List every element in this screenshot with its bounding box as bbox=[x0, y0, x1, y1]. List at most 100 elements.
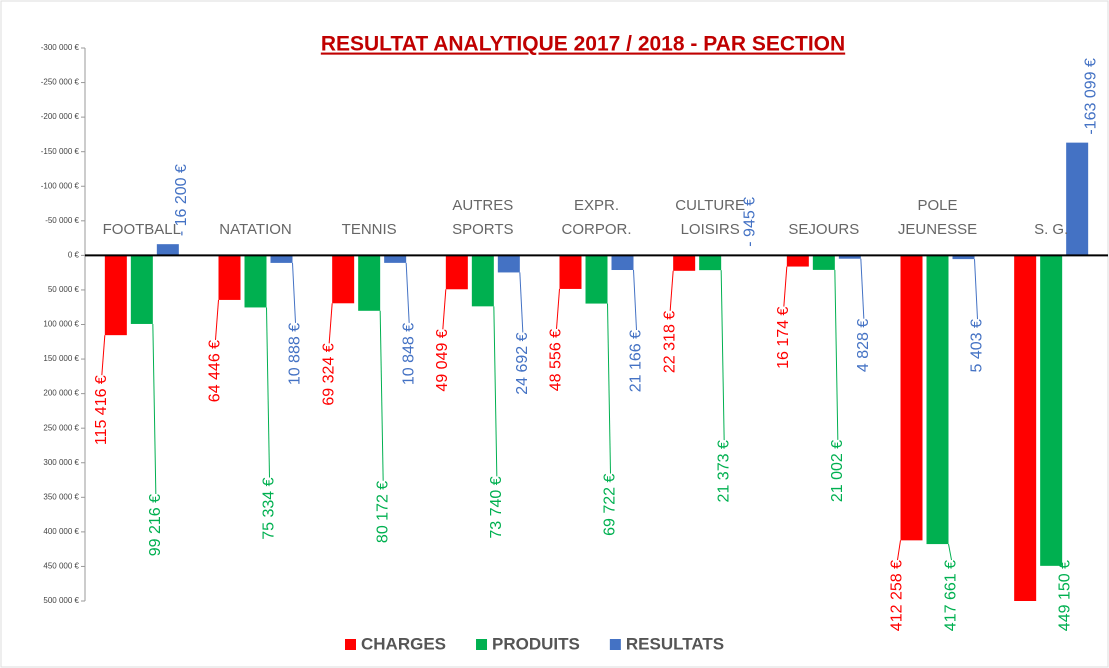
data-label: - 945 € bbox=[741, 197, 758, 247]
data-label: 412 258 € bbox=[889, 560, 906, 631]
bar bbox=[585, 255, 608, 304]
leader-line bbox=[897, 540, 901, 561]
bar bbox=[332, 255, 355, 304]
leader-line bbox=[266, 307, 270, 478]
data-label: 10 848 € bbox=[400, 323, 417, 385]
data-label: -163 099 € bbox=[1082, 58, 1099, 135]
y-tick-label: -100 000 € bbox=[41, 181, 80, 190]
bar bbox=[1040, 255, 1063, 566]
bar bbox=[611, 255, 634, 271]
data-label: 99 216 € bbox=[147, 494, 164, 556]
y-tick-label: -50 000 € bbox=[45, 216, 79, 225]
bar bbox=[244, 255, 267, 308]
x-tick-label: EXPR. CORPOR. bbox=[561, 197, 631, 238]
bar bbox=[699, 255, 722, 271]
y-tick-label: 200 000 € bbox=[43, 389, 79, 398]
legend-swatch bbox=[609, 639, 621, 650]
leader-line bbox=[720, 270, 725, 441]
x-tick-label: SEJOURS bbox=[788, 221, 859, 238]
plot bbox=[104, 142, 1089, 601]
bar bbox=[218, 255, 241, 300]
bar bbox=[838, 255, 861, 259]
data-label: 22 318 € bbox=[661, 311, 678, 373]
bar bbox=[156, 244, 179, 256]
data-label: 24 692 € bbox=[514, 332, 531, 394]
leader-line bbox=[633, 269, 637, 331]
leader-line bbox=[669, 270, 674, 311]
leader-line bbox=[974, 259, 978, 320]
data-label: 73 740 € bbox=[488, 476, 505, 538]
data-label: - 16 200 € bbox=[173, 164, 190, 236]
data-label: 5 403 € bbox=[969, 319, 986, 372]
leader-line bbox=[292, 262, 296, 323]
leader-line bbox=[101, 335, 106, 376]
data-label: 16 174 € bbox=[775, 306, 792, 368]
bar bbox=[812, 255, 835, 270]
y-tick-label: -200 000 € bbox=[41, 112, 80, 121]
x-tick-label: AUTRES SPORTS bbox=[452, 197, 513, 238]
data-label: 417 661 € bbox=[943, 560, 960, 631]
bar bbox=[786, 255, 809, 267]
leader-line bbox=[948, 543, 952, 561]
data-label: 75 334 € bbox=[261, 477, 278, 539]
leader-line bbox=[860, 258, 865, 319]
data-label: 21 166 € bbox=[628, 330, 645, 392]
chart-title: RESULTAT ANALYTIQUE 2017 / 2018 - PAR SE… bbox=[321, 33, 845, 56]
bar bbox=[358, 255, 381, 311]
y-tick-label: 0 € bbox=[68, 250, 80, 259]
y-tick-label: 450 000 € bbox=[43, 562, 79, 571]
bar bbox=[104, 255, 127, 336]
bar bbox=[471, 255, 494, 307]
bar bbox=[926, 255, 949, 545]
leader-line bbox=[405, 262, 410, 323]
leader-line bbox=[328, 303, 333, 344]
y-tick-label: 500 000 € bbox=[43, 596, 79, 605]
leader-line bbox=[379, 310, 384, 481]
bar bbox=[445, 255, 468, 290]
data-label: 115 416 € bbox=[93, 375, 110, 445]
data-label: 48 556 € bbox=[548, 329, 565, 391]
bar bbox=[673, 255, 696, 271]
leader-line bbox=[783, 266, 788, 307]
data-label: 21 373 € bbox=[715, 440, 732, 502]
x-tick-label: CULTURE LOISIRS bbox=[675, 197, 745, 238]
bar bbox=[559, 255, 582, 289]
y-tick-label: 150 000 € bbox=[43, 354, 79, 363]
y-tick-label: 350 000 € bbox=[43, 492, 79, 501]
bar bbox=[130, 255, 153, 324]
y-tick-label: 50 000 € bbox=[48, 285, 80, 294]
data-label: 449 150 € bbox=[1056, 560, 1073, 631]
leader-line bbox=[834, 269, 839, 440]
bar bbox=[952, 255, 975, 260]
y-tick-label: 300 000 € bbox=[43, 458, 79, 467]
data-label: 21 002 € bbox=[829, 440, 846, 502]
bar bbox=[270, 255, 293, 263]
bar bbox=[384, 255, 407, 263]
data-label: 4 828 € bbox=[855, 319, 872, 372]
leader-line bbox=[152, 323, 157, 494]
y-tick-label: 100 000 € bbox=[43, 320, 79, 329]
data-label: 80 172 € bbox=[374, 481, 391, 543]
y-tick-label: -300 000 € bbox=[41, 43, 80, 52]
legend-label: RESULTATS bbox=[626, 634, 724, 653]
y-tick-label: -150 000 € bbox=[41, 147, 80, 156]
x-tick-label: FOOTBALL bbox=[103, 221, 181, 238]
leader-line bbox=[442, 289, 447, 330]
data-label: 10 888 € bbox=[287, 323, 304, 385]
data-label: 64 446 € bbox=[207, 340, 224, 402]
legend-swatch bbox=[476, 639, 488, 650]
bar bbox=[900, 255, 923, 541]
y-tick-label: 400 000 € bbox=[43, 527, 79, 536]
leader-line bbox=[519, 272, 524, 333]
legend-label: PRODUITS bbox=[492, 634, 580, 653]
leader-line bbox=[215, 299, 219, 340]
x-tick-label: POLE JEUNESSE bbox=[898, 197, 977, 238]
leader-line bbox=[556, 288, 560, 329]
leader-line bbox=[493, 306, 498, 477]
y-tick-label: 250 000 € bbox=[43, 423, 79, 432]
bar bbox=[497, 255, 520, 273]
x-tick-label: S. G. bbox=[1034, 221, 1068, 238]
leader-line bbox=[607, 303, 611, 474]
